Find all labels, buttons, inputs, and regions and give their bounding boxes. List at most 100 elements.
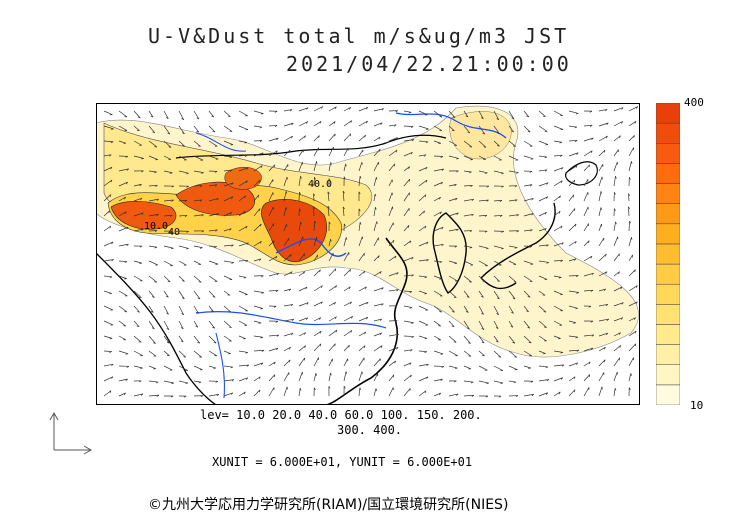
wind-arrow-head bbox=[126, 243, 129, 247]
wind-arrow-head bbox=[195, 325, 198, 328]
unit-scale-text: XUNIT = 6.000E+01, YUNIT = 6.000E+01 bbox=[212, 455, 473, 469]
wind-arrow-head bbox=[327, 191, 330, 195]
wind-arrow bbox=[283, 359, 291, 367]
wind-arrow-head bbox=[379, 358, 381, 362]
wind-arrow bbox=[148, 213, 159, 217]
wind-arrow-head bbox=[484, 230, 488, 233]
wind-arrow bbox=[538, 125, 548, 132]
wind-arrow bbox=[358, 387, 361, 397]
wind-arrow-head bbox=[258, 322, 261, 324]
wind-arrow bbox=[418, 125, 429, 130]
wind-arrow-head bbox=[471, 394, 475, 397]
wind-arrow bbox=[313, 135, 320, 142]
wind-arrow bbox=[208, 260, 219, 265]
wind-arrow bbox=[118, 125, 128, 131]
wind-arrow-head bbox=[183, 356, 186, 358]
colorbar-segment bbox=[656, 283, 680, 305]
wind-arrow bbox=[508, 275, 517, 283]
wind-arrow-head bbox=[455, 198, 458, 201]
wind-arrow-head bbox=[306, 302, 309, 305]
wind-arrow-head bbox=[497, 280, 500, 282]
wind-arrow bbox=[418, 390, 427, 397]
wind-arrow bbox=[583, 347, 593, 352]
wind-arrow-head bbox=[111, 128, 114, 130]
wind-arrow-head bbox=[300, 221, 302, 225]
wind-arrow bbox=[373, 177, 377, 187]
wind-arrow-head bbox=[631, 237, 633, 240]
wind-arrow bbox=[628, 254, 633, 262]
wind-arrow-head bbox=[169, 230, 173, 233]
wind-arrow bbox=[583, 124, 593, 127]
wind-arrow bbox=[313, 147, 319, 157]
wind-arrow bbox=[433, 260, 442, 263]
wind-arrow bbox=[403, 178, 410, 187]
colorbar-segment bbox=[656, 223, 680, 245]
credit-text: ©九州大学応用力学研究所(RIAM)/国立環境研究所(NIES) bbox=[148, 497, 509, 513]
wind-arrow bbox=[103, 225, 112, 232]
wind-arrow bbox=[342, 191, 345, 202]
wind-arrow-head bbox=[486, 185, 490, 188]
wind-arrow bbox=[103, 390, 112, 397]
wind-arrow bbox=[568, 320, 576, 324]
wind-arrow bbox=[508, 214, 519, 217]
wind-arrow bbox=[628, 121, 637, 127]
wind-arrow bbox=[163, 110, 169, 119]
wind-arrow bbox=[223, 335, 232, 342]
wind-arrow-head bbox=[451, 129, 455, 132]
wind-arrow bbox=[103, 241, 114, 247]
wind-arrow bbox=[103, 166, 113, 172]
wind-arrow-head bbox=[348, 345, 350, 348]
wind-arrow bbox=[463, 155, 473, 160]
wind-arrow bbox=[568, 376, 576, 382]
wind-arrow bbox=[148, 275, 157, 283]
wind-arrow bbox=[493, 125, 500, 134]
wind-arrow bbox=[418, 210, 425, 217]
wind-arrow-head bbox=[216, 394, 220, 397]
wind-arrow bbox=[583, 240, 590, 247]
wind-arrow-head bbox=[290, 254, 292, 257]
wind-arrow-head bbox=[306, 107, 309, 110]
wind-arrow-head bbox=[629, 177, 631, 180]
wind-arrow-head bbox=[628, 387, 631, 391]
wind-arrow-head bbox=[349, 269, 351, 272]
wind-arrow bbox=[253, 194, 260, 202]
wind-arrow-head bbox=[304, 345, 306, 348]
wind-arrow bbox=[613, 121, 623, 127]
wind-arrow bbox=[118, 243, 129, 247]
colorbar-segment bbox=[656, 344, 680, 365]
wind-arrow bbox=[433, 275, 442, 280]
wind-arrow bbox=[268, 137, 279, 142]
wind-arrow-head bbox=[216, 198, 219, 201]
wind-arrow bbox=[223, 212, 232, 217]
wind-arrow-head bbox=[636, 106, 639, 109]
wind-arrow-head bbox=[531, 213, 534, 216]
wind-arrow-head bbox=[198, 281, 202, 283]
wind-arrow bbox=[388, 374, 395, 382]
wind-arrow bbox=[493, 260, 502, 266]
wind-arrow-head bbox=[526, 115, 529, 118]
wind-arrow-head bbox=[231, 379, 235, 382]
wind-arrow bbox=[403, 374, 412, 382]
wind-arrow bbox=[418, 275, 427, 278]
wind-arrow bbox=[208, 350, 217, 357]
wind-arrow-head bbox=[514, 199, 518, 202]
colorbar-segment bbox=[656, 384, 680, 405]
wind-arrow bbox=[223, 320, 232, 328]
wind-arrow-head bbox=[527, 130, 531, 133]
wind-arrow bbox=[463, 213, 474, 217]
wind-arrow bbox=[403, 362, 412, 367]
wind-arrow bbox=[418, 350, 427, 352]
wind-arrow bbox=[553, 305, 563, 312]
wind-arrow bbox=[433, 392, 441, 397]
river-mekong bbox=[215, 332, 225, 399]
wind-arrow-head bbox=[379, 332, 382, 336]
wind-arrow bbox=[358, 149, 364, 157]
wind-arrow-head bbox=[466, 327, 470, 330]
wind-arrow-head bbox=[481, 117, 484, 120]
wind-arrow-head bbox=[501, 231, 504, 233]
wind-arrow bbox=[343, 344, 350, 352]
wind-arrow bbox=[298, 121, 308, 127]
wind-arrow bbox=[568, 335, 578, 338]
wind-arrow bbox=[463, 380, 474, 383]
wind-arrow bbox=[328, 146, 334, 157]
